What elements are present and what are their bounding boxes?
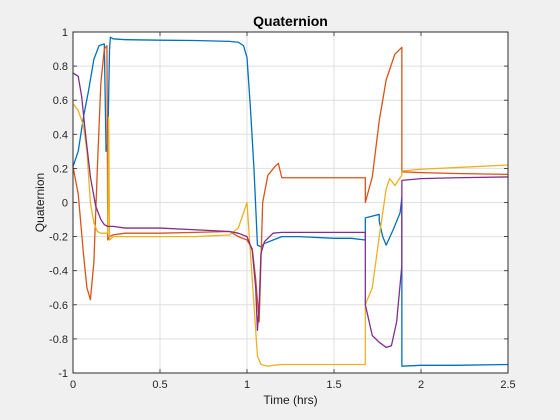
x-tick-label: 0 — [70, 379, 76, 391]
x-tick-labels: 0 0.5 1 1.5 2 2.5 — [70, 379, 516, 391]
y-tick-label: -1 — [58, 368, 68, 380]
ticks — [72, 31, 509, 374]
y-axis-label: Quaternion — [33, 173, 47, 232]
y-tick-label: -0.4 — [49, 266, 68, 278]
x-tick-label: 2 — [418, 379, 424, 391]
x-tick-label: 1.5 — [326, 379, 341, 391]
x-tick-label: 2.5 — [500, 379, 515, 391]
x-tick-label: 0.5 — [152, 379, 167, 391]
y-tick-label: -0.8 — [49, 334, 68, 346]
series-line-4 — [72, 72, 509, 349]
y-tick-label: 1 — [62, 27, 68, 39]
y-tick-label: 0.8 — [53, 61, 68, 73]
y-tick-label: -0.6 — [49, 300, 68, 312]
y-tick-label: 0.4 — [53, 129, 68, 141]
y-tick-label: 0.2 — [53, 163, 68, 175]
y-tick-labels: -1 -0.8 -0.6 -0.4 -0.2 0 0.2 0.4 0.6 0.8 1 — [49, 27, 68, 380]
y-tick-label: 0 — [62, 198, 68, 210]
grid — [73, 32, 508, 373]
y-tick-label: -0.2 — [49, 232, 68, 244]
x-tick-label: 1 — [244, 379, 250, 391]
series-layer — [72, 36, 509, 367]
series-line-1 — [72, 36, 509, 367]
x-axis-label: Time (hrs) — [263, 393, 317, 407]
series-line-3 — [72, 102, 509, 367]
chart-title: Quaternion — [253, 13, 328, 29]
y-tick-label: 0.6 — [53, 95, 68, 107]
